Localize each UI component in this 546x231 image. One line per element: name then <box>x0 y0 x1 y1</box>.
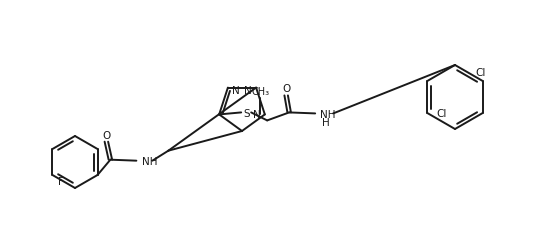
Text: F: F <box>57 176 63 186</box>
Text: N: N <box>253 110 260 120</box>
Text: NH: NH <box>143 156 158 166</box>
Text: O: O <box>282 84 290 94</box>
Text: O: O <box>102 130 110 140</box>
Text: S: S <box>244 109 251 119</box>
Text: NH: NH <box>320 110 336 120</box>
Text: Cl: Cl <box>476 68 486 78</box>
Text: N: N <box>232 85 240 95</box>
Text: N: N <box>244 85 252 95</box>
Text: H: H <box>322 118 330 128</box>
Text: Cl: Cl <box>436 109 447 119</box>
Text: CH₃: CH₃ <box>252 87 270 97</box>
